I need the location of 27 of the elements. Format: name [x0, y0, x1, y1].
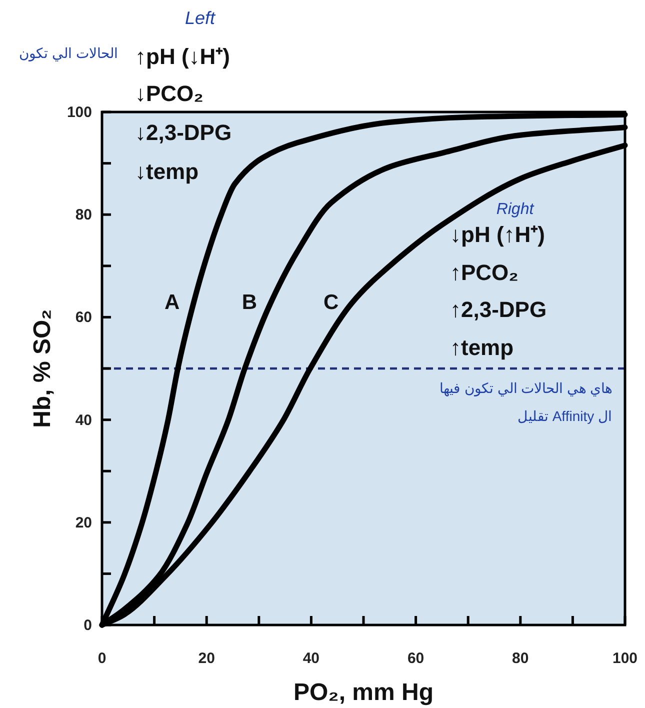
y-tick-label: 40	[75, 412, 92, 429]
annotation: ال Affinity تقليل	[517, 408, 612, 424]
annotation: ↑2,3-DPG	[450, 297, 547, 322]
annotation: ↓2,3-DPG	[135, 120, 232, 145]
x-axis-title: PO₂, mm Hg	[293, 679, 434, 706]
x-tick-label: 100	[612, 650, 638, 667]
y-tick-label: 60	[75, 309, 92, 326]
annotation: ↑temp	[450, 335, 514, 360]
x-tick-label: 40	[302, 650, 320, 667]
y-tick-label: 20	[75, 514, 92, 532]
annotation: Right	[496, 201, 534, 218]
x-tick-label: 0	[98, 650, 106, 667]
annotation: ↑PCO₂	[450, 260, 518, 285]
y-tick-label: 100	[66, 104, 92, 121]
annotation: ↓PCO₂	[135, 81, 204, 106]
annotation: Left	[184, 8, 216, 28]
x-tick-label: 60	[407, 650, 424, 667]
y-tick-label: 0	[84, 617, 92, 634]
x-tick-label: 20	[198, 650, 215, 667]
annotation: ↓temp	[135, 159, 199, 184]
annotation: الحالات الي تكون	[19, 45, 118, 61]
y-tick-label: 80	[75, 206, 92, 224]
annotation: ↑pH (↓H⁺)	[135, 44, 230, 69]
x-tick-label: 80	[512, 650, 529, 667]
y-axis-title: Hb, % SO₂	[29, 309, 56, 428]
annotation: ↓pH (↑H⁺)	[450, 222, 545, 247]
annotation: هاي هي الحالات الي تكون فيها	[440, 380, 612, 396]
